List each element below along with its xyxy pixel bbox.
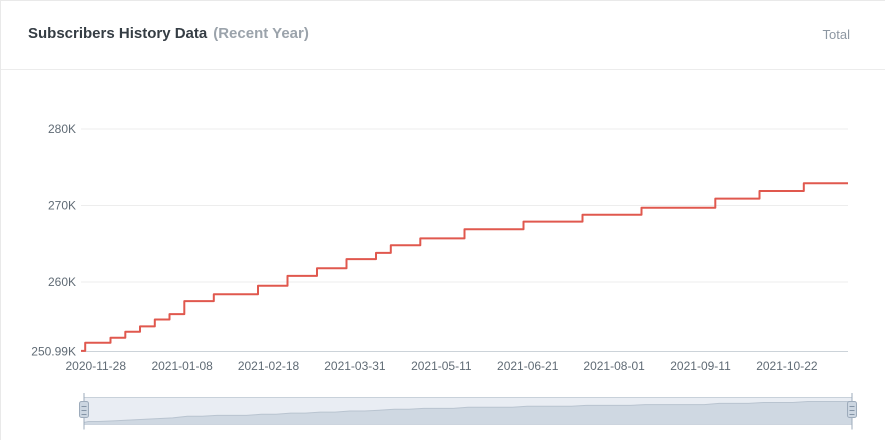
y-axis-tick-label: 270K	[48, 199, 76, 213]
datazoom-left-handle[interactable]	[79, 393, 89, 430]
datazoom-right-handle[interactable]	[847, 393, 857, 430]
x-axis-tick-label: 2021-08-01	[583, 359, 645, 373]
x-axis-tick-label: 2021-05-11	[411, 359, 472, 373]
chart-title-period: (Recent Year)	[213, 25, 309, 42]
series-label-total: Total	[822, 27, 850, 42]
y-axis-tick-label: 260K	[48, 275, 76, 289]
x-axis-tick-label: 2021-10-22	[756, 359, 818, 373]
datazoom-slider-track[interactable]	[83, 397, 853, 425]
x-axis-tick-label: 2021-01-08	[151, 359, 213, 373]
x-axis-tick-label: 2021-06-21	[497, 359, 559, 373]
y-axis-tick-label: 280K	[48, 122, 76, 136]
x-axis-tick-label: 2021-09-11	[670, 359, 731, 373]
page-title: Subscribers History Data (Recent Year)	[28, 25, 309, 42]
y-axis-tick-label: 250.99K	[31, 345, 76, 359]
x-axis-tick-label: 2021-02-18	[238, 359, 300, 373]
x-axis-tick-label: 2020-11-28	[66, 359, 127, 373]
chart-plot-area[interactable]	[81, 86, 848, 352]
chart-title: Subscribers History Data	[28, 25, 208, 42]
x-axis-tick-label: 2021-03-31	[324, 359, 386, 373]
card-header: Subscribers History Data (Recent Year) To…	[1, 1, 885, 70]
